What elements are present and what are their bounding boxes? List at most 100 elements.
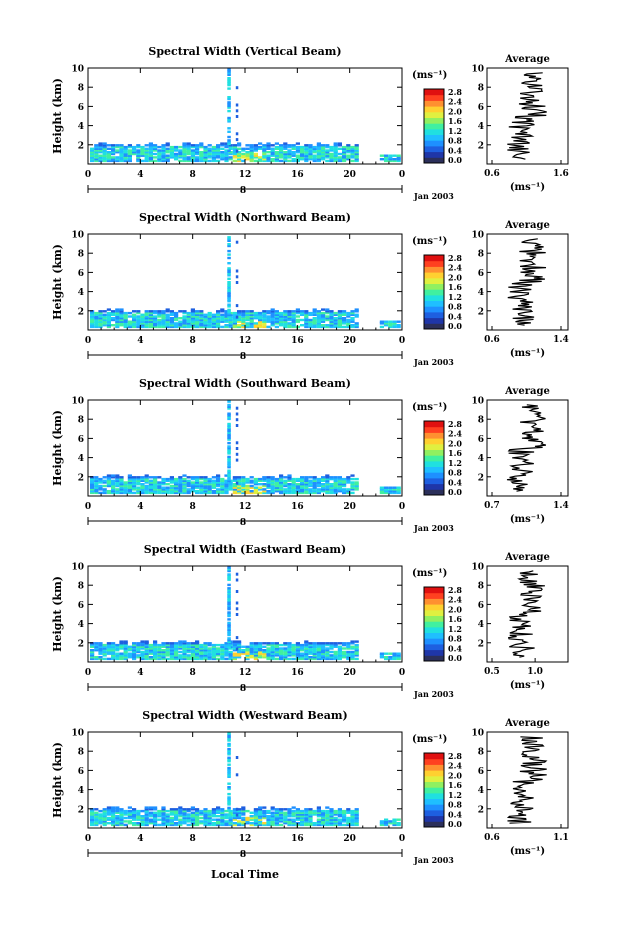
heatmap-cell — [119, 808, 124, 811]
heatmap-cell — [195, 477, 200, 481]
heatmap-cell — [127, 647, 132, 650]
heatmap-cell — [224, 483, 229, 486]
heatmap-cell — [203, 811, 208, 814]
heatmap-cell — [228, 320, 233, 323]
heatmap-cell — [102, 479, 107, 482]
heatmap-cell — [136, 156, 141, 159]
heatmap-cell — [186, 145, 191, 149]
heatmap-cell — [266, 654, 271, 657]
heatmap-cell — [195, 481, 200, 484]
colorbar-swatch — [424, 106, 444, 113]
heatmap-cell — [325, 820, 330, 823]
panel-4: Spectral Width (Eastward Beam)0 4 8 12 16 20 0… — [51, 543, 569, 699]
heatmap-cell — [304, 640, 309, 643]
heatmap-cell — [287, 820, 292, 823]
heatmap-cell — [266, 486, 271, 489]
heatmap-cell — [182, 325, 187, 329]
heatmap-cell — [115, 654, 120, 657]
heatmap-cell — [283, 820, 288, 823]
heatmap-cell — [354, 151, 359, 154]
heatmap-cell — [384, 491, 389, 495]
heatmap-cell — [241, 645, 246, 648]
colorbar-swatch — [424, 289, 444, 296]
heatmap-cell — [279, 656, 284, 659]
heatmap-cell — [321, 486, 326, 489]
heatmap-cell — [350, 491, 355, 495]
x-tick-label: 12 — [239, 170, 252, 180]
heatmap-cell — [161, 479, 166, 482]
heatmap-cell — [127, 477, 132, 481]
heatmap-cell — [253, 656, 258, 659]
colorbar-swatch — [424, 317, 444, 324]
heatmap-cell — [227, 450, 231, 453]
heatmap-cell — [136, 642, 141, 645]
heatmap-cell — [291, 481, 296, 484]
heatmap-cell — [232, 815, 237, 818]
x-tick-label: 0 — [399, 834, 405, 844]
heatmap-cell — [287, 477, 292, 481]
heatmap-cell — [123, 643, 128, 647]
heatmap-cell — [329, 811, 334, 814]
heatmap-cell — [279, 477, 284, 481]
heatmap-cell — [232, 808, 237, 811]
y-tick-label: 2 — [78, 805, 84, 815]
average-x-tick-label: 0.7 — [484, 501, 500, 511]
heatmap-cell — [106, 322, 111, 325]
heatmap-cell — [266, 310, 271, 313]
heatmap-cell — [165, 318, 170, 322]
heatmap-cell — [300, 154, 305, 157]
colorbar-swatch — [424, 432, 444, 439]
heatmap-cell — [227, 433, 231, 436]
heatmap-cell — [157, 818, 162, 821]
heatmap-cell — [148, 479, 153, 482]
heatmap-cell — [325, 652, 330, 655]
heatmap-cell — [227, 633, 231, 637]
heatmap-cell — [342, 152, 347, 156]
heatmap-cell — [211, 156, 216, 159]
heatmap-cell — [127, 649, 132, 652]
heatmap-cell — [329, 645, 334, 648]
heatmap-cell — [270, 317, 275, 320]
heatmap-cell — [94, 325, 99, 329]
colorbar-swatch — [424, 300, 444, 307]
heatmap-cell — [279, 809, 284, 813]
heatmap-cell — [148, 154, 153, 157]
heatmap-cell — [227, 775, 231, 778]
heatmap-cell — [178, 647, 183, 650]
heatmap-cell — [279, 318, 284, 322]
heatmap-cell — [127, 479, 132, 482]
heatmap-cell — [195, 815, 200, 818]
heatmap-cell — [199, 657, 204, 661]
heatmap-cell — [211, 647, 216, 650]
heatmap-cell — [291, 310, 296, 313]
heatmap-cell — [169, 645, 174, 648]
heatmap-cell — [115, 479, 120, 482]
heatmap-cell — [304, 145, 309, 149]
heatmap-cell — [216, 811, 221, 814]
heatmap-cell — [227, 284, 231, 287]
heatmap-cell — [157, 645, 162, 648]
heatmap-cell — [111, 806, 116, 809]
heatmap-cell — [392, 491, 397, 495]
heatmap-cell — [161, 656, 166, 659]
heatmap-cell — [227, 141, 231, 144]
average-y-tick-label: 8 — [478, 84, 484, 94]
heatmap-cell — [228, 318, 233, 322]
colorbar-frame — [423, 586, 445, 662]
heatmap-cell — [235, 647, 239, 651]
heatmap-cell — [190, 816, 195, 820]
heatmap-cell — [316, 657, 321, 661]
heatmap-cell — [283, 479, 288, 482]
heatmap-cell — [227, 772, 231, 775]
heatmap-cell — [182, 144, 187, 147]
heatmap-cell — [227, 120, 231, 123]
heatmap-cell — [350, 823, 355, 827]
heatmap-cell — [127, 311, 132, 315]
heatmap-cell — [140, 152, 145, 156]
heatmap-cell — [316, 310, 321, 313]
heatmap-cell — [106, 158, 111, 161]
colorbar-swatch — [424, 809, 444, 817]
average-x-unit: (ms⁻¹) — [510, 348, 545, 359]
heatmap-cell — [333, 645, 338, 648]
heatmap-cell — [195, 317, 200, 320]
